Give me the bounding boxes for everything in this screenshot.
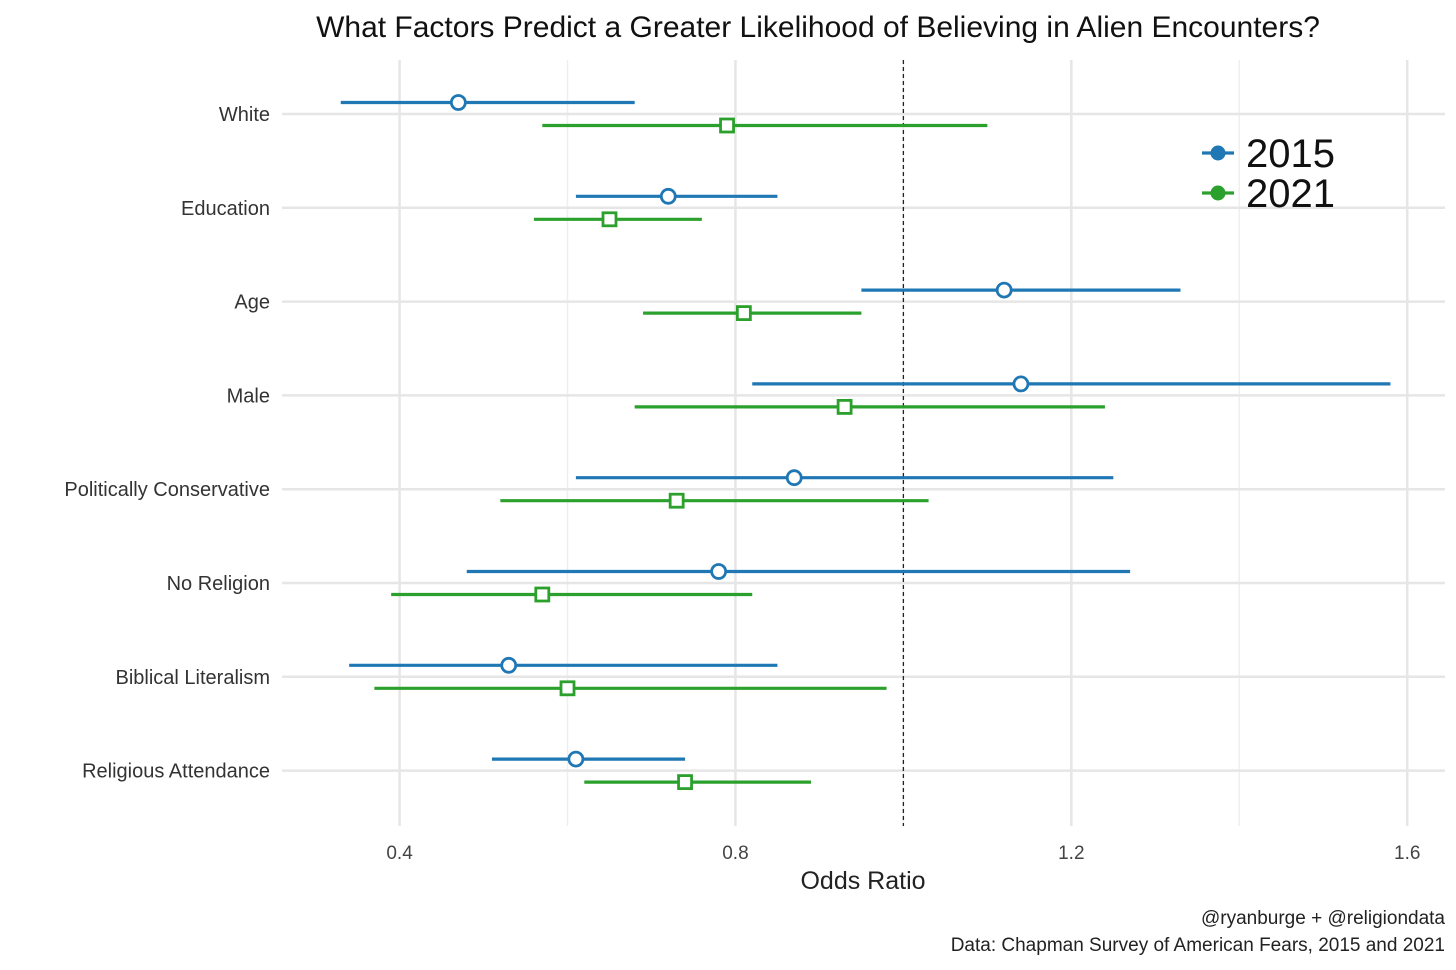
point-2015-white (449, 94, 467, 111)
point-2015-biblical-literalism (500, 656, 518, 674)
category-label-education: Education (181, 198, 270, 220)
caption-credit: @ryanburge + @religiondata (1201, 908, 1445, 929)
category-label-politically-conservative: Politically Conservative (64, 479, 270, 501)
legend-item-2021: 2021 (1202, 172, 1335, 216)
caption-source: Data: Chapman Survey of American Fears, … (951, 935, 1445, 956)
x-tick-label: 1.2 (1058, 843, 1084, 864)
x-tick-label: 1.6 (1394, 843, 1420, 864)
point-2015-age (995, 281, 1013, 299)
series-2015 (340, 94, 1391, 768)
point-2021-age (735, 305, 752, 322)
category-label-white: White (219, 104, 270, 126)
grid (282, 60, 1445, 826)
point-2015-religious-attendance (567, 750, 585, 768)
category-label-male: Male (227, 385, 270, 407)
category-label-no-religion: No Religion (167, 573, 270, 595)
point-2015-politically-conservative (785, 469, 803, 487)
category-labels: White Education Age Male Politically Conserv… (64, 104, 270, 783)
point-2021-religious-attendance (677, 774, 693, 790)
point-2021-biblical-literalism (559, 680, 576, 697)
series-group (340, 94, 1391, 790)
x-tick-label: 0.8 (722, 843, 748, 864)
x-axis-title: Odds Ratio (800, 867, 925, 895)
legend-label-2015: 2015 (1246, 132, 1335, 176)
legend-label-2021: 2021 (1246, 172, 1335, 216)
point-2015-no-religion (710, 563, 728, 580)
chart-title: What Factors Predict a Greater Likelihoo… (316, 11, 1320, 44)
x-tick-labels: 0.4 0.8 1.2 1.6 (386, 843, 1420, 864)
category-label-age: Age (234, 292, 270, 314)
point-2021-no-religion (534, 586, 551, 603)
series-2021 (374, 117, 1105, 790)
point-2015-education (659, 187, 677, 205)
legend-item-2015: 2015 (1202, 132, 1335, 176)
point-2015-male (1012, 375, 1030, 393)
x-tick-label: 0.4 (386, 843, 413, 864)
category-label-biblical-literalism: Biblical Literalism (116, 667, 271, 689)
point-2021-male (836, 398, 853, 415)
point-2021-education (601, 211, 618, 228)
category-label-religious-attendance: Religious Attendance (82, 761, 270, 783)
legend-marker-2021 (1210, 185, 1226, 201)
legend-marker-2015 (1210, 145, 1226, 161)
point-2021-politically-conservative (668, 492, 685, 509)
point-2021-white (719, 117, 735, 134)
